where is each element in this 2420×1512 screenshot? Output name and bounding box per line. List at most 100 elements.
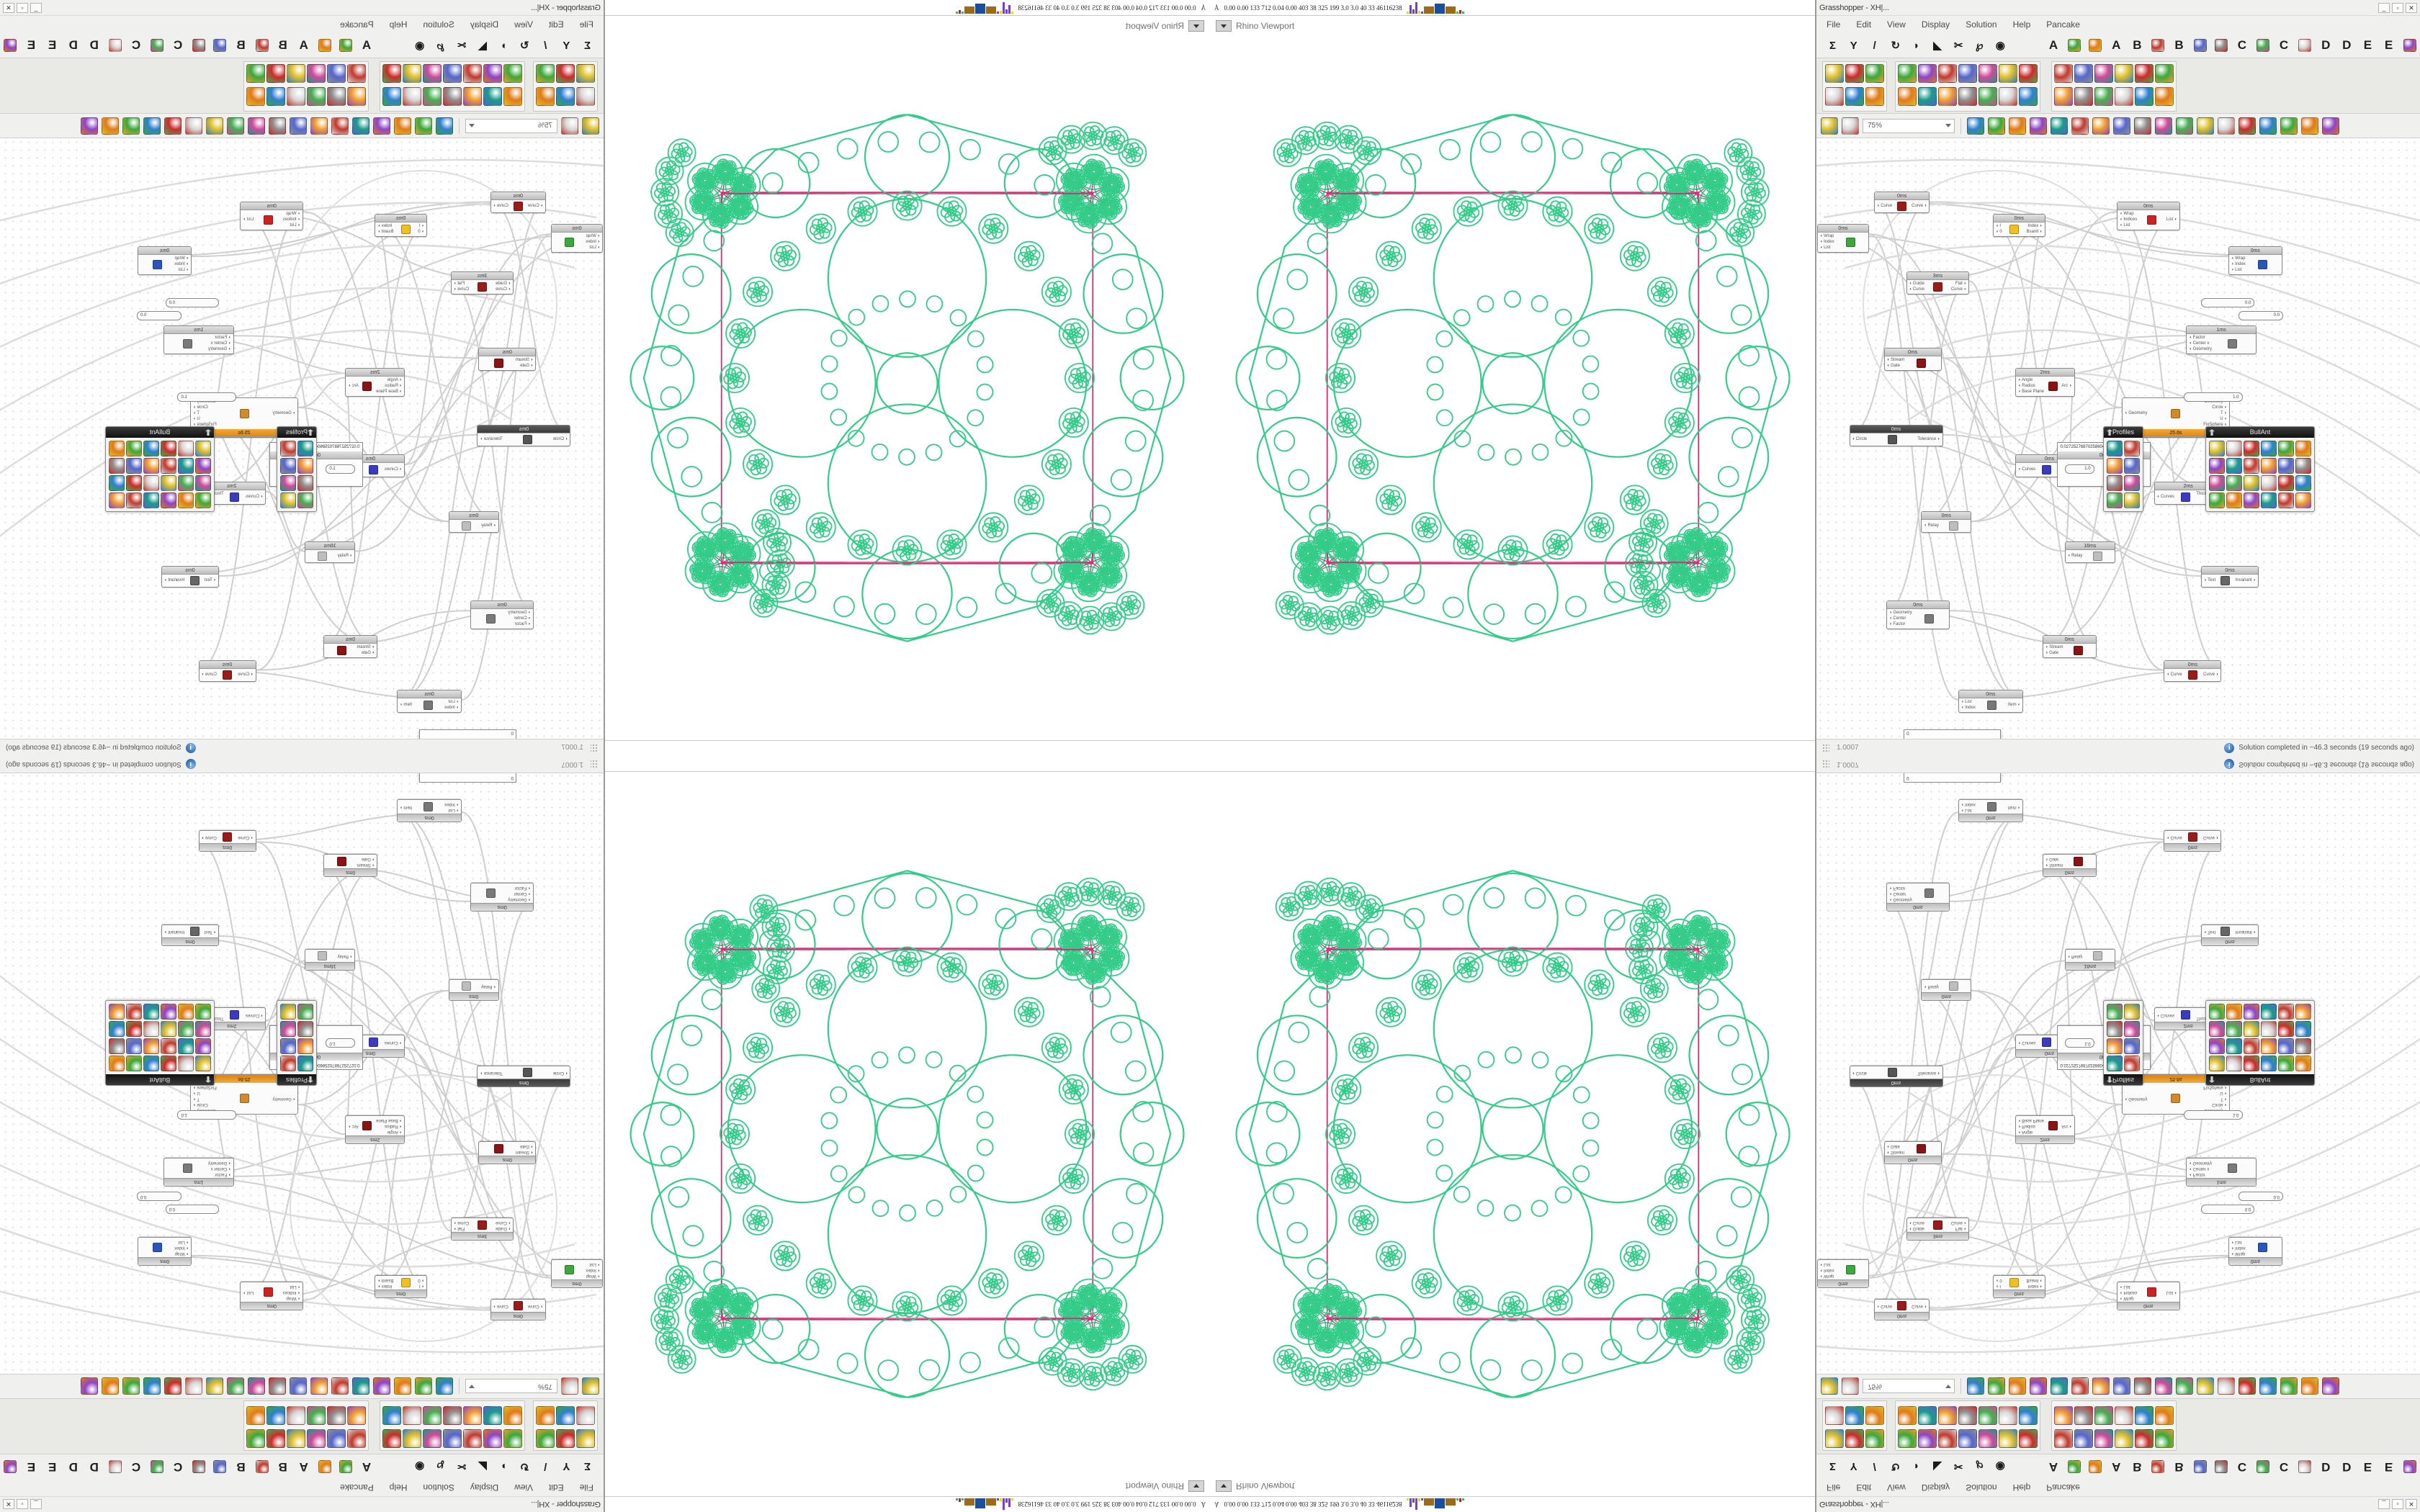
crosshair-cross-icon[interactable] bbox=[227, 117, 244, 135]
output-ports[interactable]: Index ◗ Bsanit ◗ bbox=[2027, 1277, 2043, 1288]
port-u[interactable]: U ◗ bbox=[193, 417, 200, 421]
component-body[interactable]: ◖ List ◖ Index Item ◗ bbox=[1959, 698, 2022, 712]
menu-item-view[interactable]: View bbox=[1887, 19, 1906, 30]
rainbow-surface-icon[interactable] bbox=[109, 1056, 125, 1071]
gh-component[interactable]: 3ms ◖ Guide ◖ Curve Flat ◗ Curve ◗ bbox=[450, 271, 514, 294]
port-list[interactable]: List ◗ bbox=[2166, 217, 2177, 222]
ribbon-group-bullant-icon-7[interactable] bbox=[1958, 1406, 1977, 1425]
ribbon-group-bullant-icon-5[interactable] bbox=[463, 1406, 482, 1425]
port-stream[interactable]: ◖ Stream bbox=[515, 358, 534, 363]
red-star-node-2-icon[interactable] bbox=[2261, 492, 2277, 508]
port-index[interactable]: ◖ Index bbox=[1819, 240, 1834, 245]
input-ports[interactable]: ◖ Relay bbox=[481, 523, 496, 528]
rainbow-surface-icon[interactable] bbox=[2295, 441, 2311, 456]
component-body[interactable]: ◖ Circle Tolerance ◗ bbox=[478, 433, 570, 446]
ribbon-group-params[interactable] bbox=[1822, 61, 1887, 112]
port-gate[interactable]: ◖ Gate bbox=[520, 1143, 534, 1148]
component-body[interactable]: ◖ Wrap ◖ Indices ◖ List List ◗ bbox=[241, 1282, 302, 1302]
quad-outline-icon[interactable] bbox=[143, 1038, 159, 1054]
input-ports[interactable]: ◖ Geometry ◖ Center ◖ Factor bbox=[508, 611, 531, 627]
port-text[interactable]: ◖ Text bbox=[2204, 930, 2216, 935]
gh-component[interactable]: 16ms ◖ Relay bbox=[2064, 541, 2115, 563]
port-arc[interactable]: Arc ◗ bbox=[2061, 1124, 2072, 1129]
component-body[interactable]: ◖ Guide ◖ Curve Flat ◗ Curve ◗ bbox=[452, 1218, 514, 1232]
preview-eye-icon[interactable] bbox=[415, 1377, 432, 1395]
port-u[interactable]: U ◗ bbox=[193, 1091, 200, 1095]
component-body[interactable]: ◖ Factor ◖ Center x ◖ Geometry bbox=[2187, 334, 2256, 354]
ribbon-group-profiles-icon-6[interactable] bbox=[287, 1429, 305, 1448]
component-category-tabs[interactable]: Σ Y / ↻ ◗ ◣ ✂ ℘ ◉ A A B B C C D D E E bbox=[0, 33, 604, 58]
component-body[interactable]: ◖ Relay bbox=[2066, 550, 2115, 562]
port-text[interactable]: ◖ Text bbox=[2204, 577, 2216, 582]
port-wrap[interactable]: ◖ Wrap bbox=[1819, 234, 1834, 239]
port-geometry[interactable]: ◖ Geometry bbox=[508, 611, 531, 616]
tab-extra[interactable]: D bbox=[68, 1460, 78, 1474]
port-item[interactable]: Item ◗ bbox=[400, 702, 413, 707]
component-body[interactable]: ◖ Circle Tolerance ◗ bbox=[1850, 1066, 1942, 1079]
menu-item-help[interactable]: Help bbox=[2012, 1482, 2031, 1493]
number-slider[interactable]: 1.0 bbox=[177, 1110, 237, 1120]
tab-extra-2[interactable]: E bbox=[48, 38, 57, 52]
open-folder-icon[interactable] bbox=[582, 1377, 599, 1395]
minimize-button[interactable]: _ bbox=[30, 2, 42, 13]
component-body[interactable]: ◖ Factor ◖ Center x ◖ Geometry bbox=[2187, 1158, 2256, 1178]
input-ports[interactable]: ◖ Guide ◖ Curve bbox=[1909, 1220, 1924, 1230]
maximize-button[interactable]: ▫ bbox=[2392, 1499, 2403, 1510]
fold-shape-icon[interactable] bbox=[2209, 1038, 2225, 1054]
blue-box-2-icon[interactable] bbox=[178, 1004, 194, 1020]
gh-component[interactable]: 0ms ◖ I ◖ 0 Index ◗ Bsanit ◗ bbox=[375, 214, 427, 238]
ribbon-group-params[interactable] bbox=[1822, 1400, 1887, 1451]
resize-grip[interactable] bbox=[591, 743, 598, 752]
ribbon-group-bullant[interactable] bbox=[380, 61, 525, 112]
input-ports[interactable]: ◖ List ◖ Index bbox=[444, 700, 459, 711]
tab-maths-icon[interactable] bbox=[2064, 1456, 2085, 1477]
number-slider[interactable]: 1.0 bbox=[177, 392, 237, 402]
gh-component[interactable]: 3ms ◖ Guide ◖ Curve Flat ◗ Curve ◗ bbox=[1906, 271, 1970, 294]
tee-measure-icon[interactable] bbox=[280, 458, 296, 474]
menu-item-pancake[interactable]: Pancake bbox=[2046, 19, 2080, 30]
egg-blue-icon[interactable] bbox=[2322, 117, 2339, 135]
menu-item-edit[interactable]: Edit bbox=[548, 1482, 564, 1493]
port-curve[interactable]: Curve ◗ bbox=[2203, 835, 2219, 840]
grasshopper-menubar[interactable]: File Edit View Display Solution Help Pancake bbox=[0, 1479, 604, 1496]
tab-mesh[interactable]: B bbox=[236, 38, 246, 52]
menu-item-help[interactable]: Help bbox=[389, 1482, 408, 1493]
cone-icon[interactable]: ◣ bbox=[478, 40, 487, 52]
save-disk-icon[interactable] bbox=[1842, 1377, 1859, 1395]
port-curve[interactable]: Curve ◗ bbox=[453, 287, 470, 292]
viewport-label-group[interactable]: Rhino Viewport bbox=[1126, 20, 1204, 32]
output-ports[interactable]: Tolerance ◗ bbox=[480, 1070, 502, 1075]
component-body[interactable]: ◖ Relay bbox=[1922, 520, 1971, 532]
output-ports[interactable]: Geometry ◗Circle ◗T ◗U ◗FixSphere ◗ bbox=[193, 1084, 217, 1112]
ribbon-group-bullant-icon-4[interactable] bbox=[1938, 64, 1957, 83]
input-ports[interactable]: ◖ Wrap ◖ Indices ◖ List bbox=[283, 212, 300, 228]
component-body[interactable]: ◖ Curve Curve ◗ bbox=[200, 669, 256, 681]
input-ports[interactable]: ◖ Relay bbox=[2068, 554, 2083, 559]
quad-outline-icon[interactable] bbox=[2261, 458, 2277, 474]
flame-icon[interactable] bbox=[394, 117, 411, 135]
angle-profile-icon[interactable] bbox=[297, 458, 313, 474]
port-center-x[interactable]: ◖ Center x bbox=[210, 1166, 231, 1171]
chevron-down-icon[interactable] bbox=[1945, 123, 1951, 127]
tab-kangaroo-icon[interactable] bbox=[2256, 1460, 2269, 1473]
port-curve[interactable]: ◖ Curve bbox=[496, 1220, 511, 1225]
tab-transform-icon[interactable] bbox=[2210, 1456, 2231, 1477]
gh-component[interactable]: 0ms ◖ Curve Curve ◗ bbox=[1873, 192, 1930, 214]
tab-vector[interactable]: A bbox=[299, 38, 308, 52]
zoom-level-combobox[interactable]: 75% bbox=[1863, 118, 1955, 133]
scissors-icon[interactable]: ✂ bbox=[1953, 1460, 1963, 1472]
input-ports[interactable]: ◖ Angle ◖ Radius ◖ Base Plane bbox=[376, 378, 402, 395]
gh-component[interactable]: 0ms ◖ Curve Curve ◗ bbox=[490, 1298, 547, 1320]
fold-shape-icon[interactable] bbox=[195, 458, 211, 474]
component-body[interactable]: ◖ Wrap ◖ Indices ◖ List List ◗ bbox=[2118, 1282, 2179, 1302]
port-circle[interactable]: Circle ◗ bbox=[2212, 405, 2227, 410]
search-magnifier-icon[interactable] bbox=[290, 1377, 307, 1395]
input-ports[interactable]: ◖ Curve bbox=[238, 672, 253, 678]
port-t[interactable]: T ◗ bbox=[193, 411, 200, 415]
tab-sets-icon[interactable] bbox=[314, 35, 335, 56]
input-ports[interactable]: ◖ Curve bbox=[2166, 834, 2182, 840]
flame-icon[interactable] bbox=[2009, 1377, 2026, 1395]
ribbon-group-profiles-icon-0[interactable] bbox=[2054, 1429, 2073, 1448]
ribbon-group-params-icon-2[interactable] bbox=[1845, 64, 1864, 83]
gh-component[interactable]: 0ms ◖ Wrap ◖ Index ◖ List bbox=[138, 246, 192, 276]
